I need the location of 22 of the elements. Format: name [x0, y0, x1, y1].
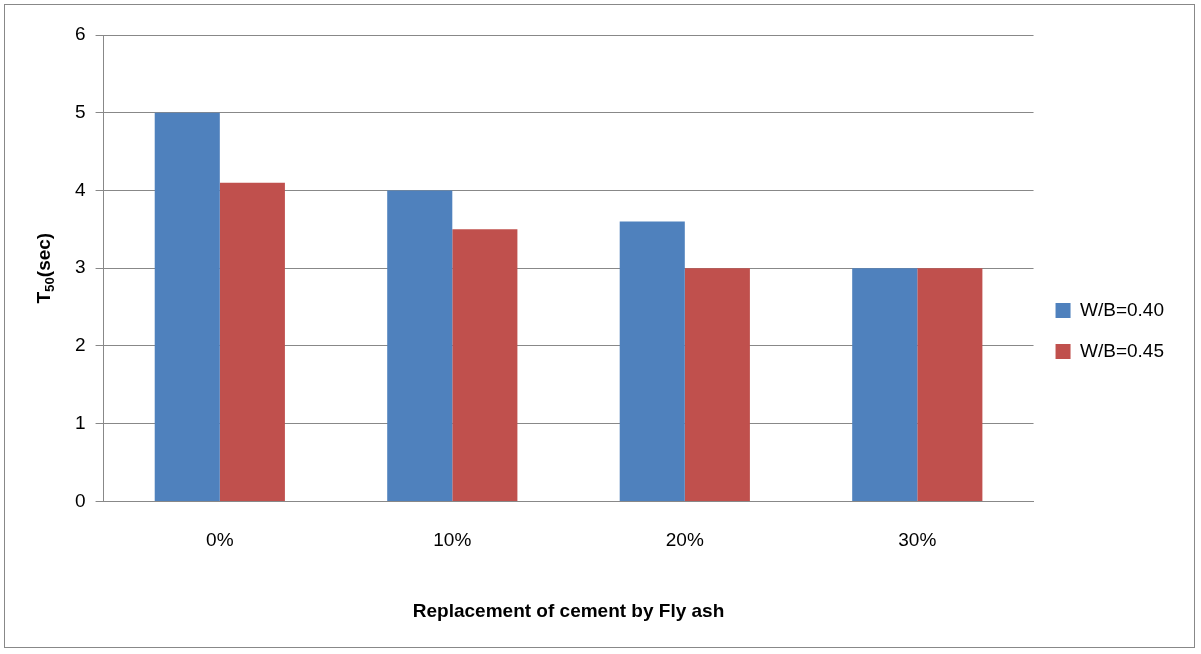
y-tick-label: 3	[74, 256, 86, 278]
bar	[452, 229, 518, 501]
y-tick-label: 1	[74, 411, 86, 433]
bar	[684, 268, 750, 501]
y-tick-label: 2	[74, 334, 86, 356]
bar	[387, 190, 453, 501]
bar	[917, 268, 983, 501]
y-tick-label: 6	[74, 23, 86, 45]
x-tick-label: 0%	[206, 529, 234, 551]
x-tick-label: 10%	[433, 529, 472, 551]
bar	[154, 112, 220, 501]
legend-label: W/B=0.40	[1080, 298, 1165, 320]
legend-label: W/B=0.45	[1080, 339, 1165, 361]
x-axis-title: Replacement of cement by Fly ash	[412, 599, 725, 621]
bar	[852, 268, 918, 501]
bar	[219, 182, 285, 501]
x-tick-label: 30%	[898, 529, 937, 551]
x-tick-label: 20%	[665, 529, 704, 551]
bar	[619, 221, 685, 501]
y-tick-label: 5	[74, 100, 86, 122]
y-tick-label: 0	[74, 489, 86, 511]
y-tick-label: 4	[74, 178, 86, 200]
